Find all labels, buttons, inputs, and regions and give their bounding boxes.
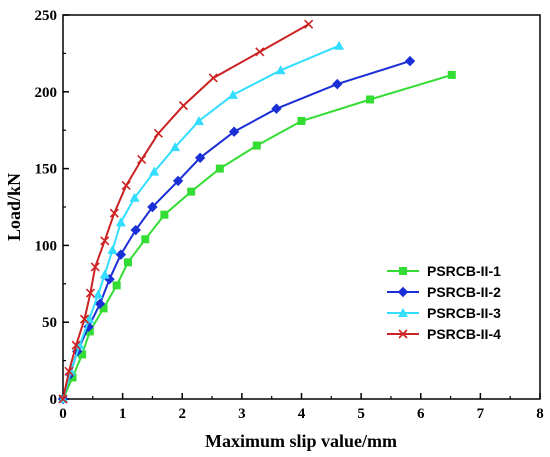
series-psrcb-ii-1 — [59, 70, 456, 403]
data-point — [137, 154, 147, 164]
y-axis-title: Load/kN — [4, 173, 24, 241]
legend-entry: PSRCB-II-1 — [387, 263, 501, 279]
legend-entry: PSRCB-II-3 — [387, 305, 501, 321]
series-psrcb-ii-3 — [58, 40, 345, 403]
data-point — [275, 65, 286, 75]
data-point — [170, 142, 181, 152]
data-point — [85, 327, 94, 336]
data-point — [153, 128, 163, 138]
data-point — [71, 340, 81, 350]
axis-ticks: 0 1 2 3 4 5 6 7 8 0 50 100 150 200 250 — [35, 8, 544, 422]
data-point — [90, 262, 100, 272]
legend-marker — [398, 308, 408, 317]
data-point — [404, 55, 416, 67]
data-point — [141, 235, 150, 244]
x-tick-label: 2 — [179, 406, 187, 422]
data-point — [194, 152, 206, 164]
series-psrcb-ii-2 — [57, 55, 416, 405]
data-point — [366, 95, 375, 104]
legend-label: PSRCB-II-1 — [427, 263, 501, 279]
legend-marker — [399, 267, 407, 275]
data-point — [332, 78, 343, 90]
data-point — [115, 217, 126, 227]
data-point — [64, 366, 74, 376]
x-tick-label: 8 — [536, 406, 544, 422]
y-tick-label: 0 — [50, 392, 58, 408]
data-point — [208, 73, 218, 83]
data-point — [228, 126, 240, 137]
data-point — [78, 350, 87, 359]
series-layer — [57, 19, 456, 405]
y-tick-label: 200 — [35, 85, 58, 101]
data-point — [172, 175, 184, 187]
data-point — [100, 236, 110, 246]
y-tick-label: 100 — [35, 238, 58, 254]
data-point — [160, 210, 169, 219]
x-axis-title: Maximum slip value/mm — [205, 431, 397, 451]
series-line — [62, 44, 340, 400]
legend-label: PSRCB-II-3 — [427, 305, 501, 321]
data-point — [304, 19, 314, 29]
data-point — [112, 281, 121, 290]
x-tick-label: 7 — [477, 406, 485, 422]
data-point — [129, 192, 140, 202]
data-point — [252, 141, 261, 150]
data-point — [99, 269, 110, 279]
series-line — [62, 60, 411, 400]
y-tick-label: 250 — [35, 8, 58, 24]
data-point — [149, 166, 160, 176]
data-point — [115, 249, 127, 260]
data-point — [227, 89, 238, 99]
data-point — [215, 164, 224, 173]
data-point — [93, 289, 104, 299]
data-point — [99, 304, 108, 313]
data-point — [107, 245, 118, 255]
data-point — [297, 116, 306, 125]
legend-marker — [398, 329, 408, 339]
series-line — [62, 23, 310, 400]
x-tick-label: 4 — [298, 406, 306, 422]
legend: PSRCB-II-1 PSRCB-II-2 PSRCB-II-3 PSRCB-II-4 — [387, 263, 501, 342]
data-point — [68, 373, 77, 382]
data-point — [178, 101, 189, 111]
legend-label: PSRCB-II-2 — [427, 284, 501, 300]
data-point — [109, 208, 119, 218]
x-tick-label: 1 — [119, 406, 127, 422]
data-point — [79, 314, 90, 324]
legend-label: PSRCB-II-4 — [427, 326, 501, 342]
x-tick-label: 0 — [59, 406, 67, 422]
data-point — [193, 115, 204, 125]
data-point — [121, 180, 131, 191]
data-point — [85, 288, 95, 298]
data-point — [447, 70, 456, 79]
legend-entry: PSRCB-II-4 — [387, 326, 501, 342]
data-point — [334, 40, 345, 50]
data-point — [130, 224, 141, 236]
x-tick-label: 5 — [357, 406, 365, 422]
data-point — [94, 298, 106, 309]
series-psrcb-ii-4 — [58, 19, 314, 404]
x-tick-label: 3 — [238, 406, 246, 422]
legend-marker — [397, 286, 409, 298]
legend-entry: PSRCB-II-2 — [387, 284, 501, 300]
data-point — [147, 201, 158, 213]
y-tick-label: 50 — [42, 315, 57, 331]
data-point — [271, 103, 282, 114]
series-line — [62, 73, 453, 400]
data-point — [255, 47, 265, 57]
data-point — [187, 187, 196, 196]
data-point — [58, 394, 68, 404]
y-tick-label: 150 — [35, 162, 58, 178]
x-tick-label: 6 — [417, 406, 425, 422]
data-point — [123, 258, 132, 267]
